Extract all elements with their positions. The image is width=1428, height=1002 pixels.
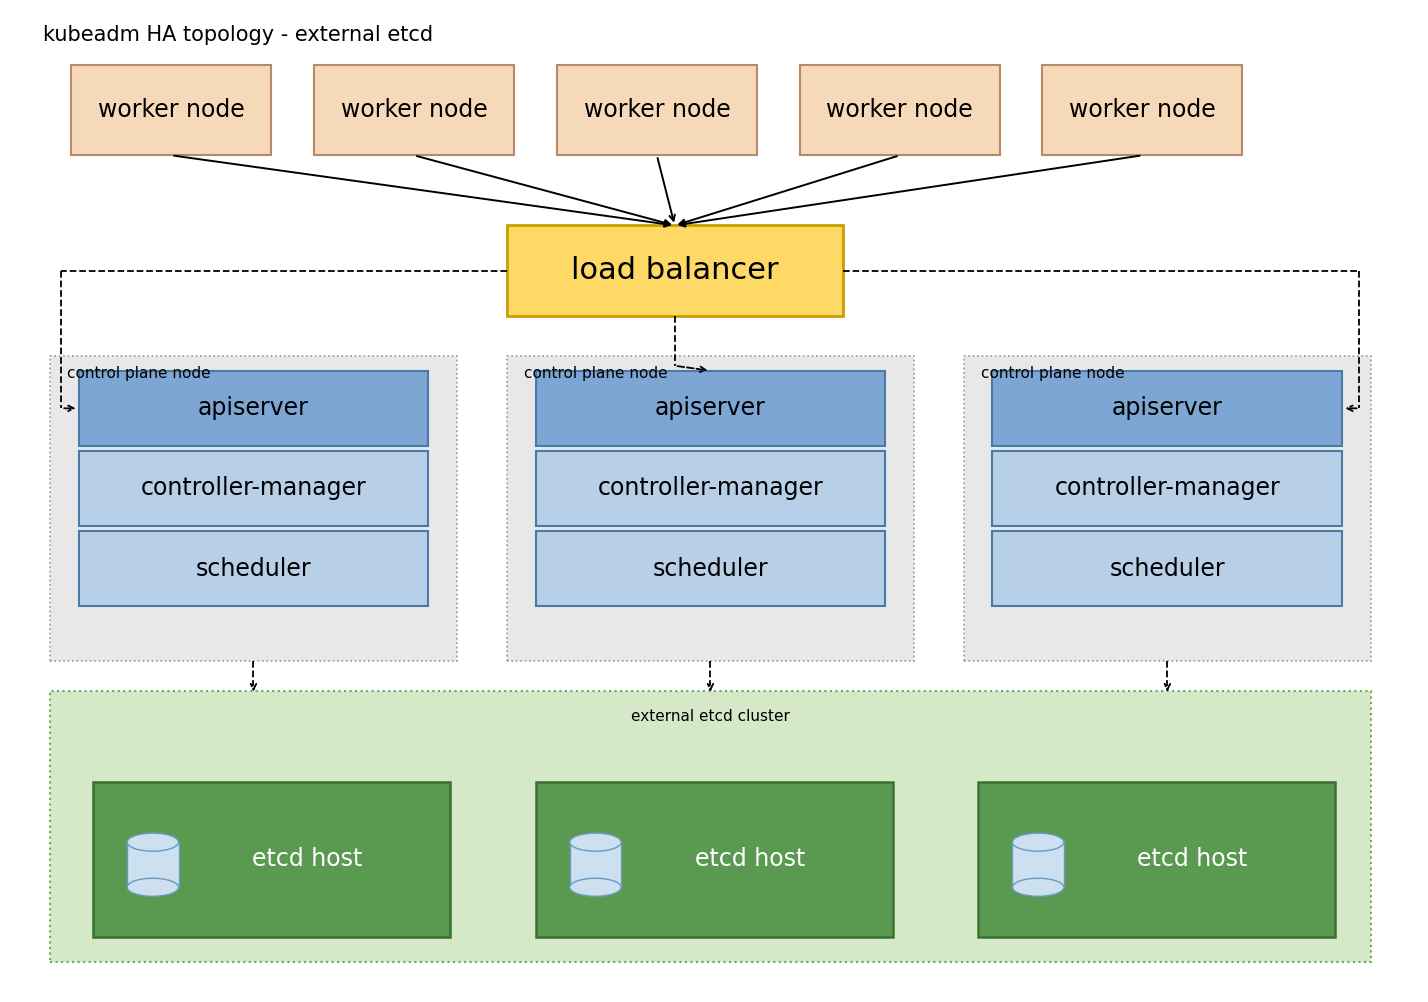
- Text: etcd host: etcd host: [251, 848, 363, 871]
- Text: worker node: worker node: [827, 98, 972, 122]
- FancyBboxPatch shape: [50, 356, 457, 661]
- Text: apiserver: apiserver: [198, 397, 308, 420]
- FancyBboxPatch shape: [992, 371, 1342, 446]
- Text: external etcd cluster: external etcd cluster: [631, 709, 790, 724]
- FancyBboxPatch shape: [314, 65, 514, 155]
- FancyBboxPatch shape: [992, 531, 1342, 606]
- Ellipse shape: [1012, 878, 1064, 896]
- Text: worker node: worker node: [99, 98, 244, 122]
- Text: worker node: worker node: [341, 98, 487, 122]
- FancyBboxPatch shape: [992, 451, 1342, 526]
- FancyBboxPatch shape: [79, 531, 428, 606]
- Text: scheduler: scheduler: [196, 557, 311, 580]
- Ellipse shape: [570, 834, 621, 852]
- Text: control plane node: control plane node: [981, 366, 1125, 381]
- Polygon shape: [570, 842, 621, 888]
- Text: etcd host: etcd host: [1137, 848, 1248, 871]
- FancyBboxPatch shape: [1042, 65, 1242, 155]
- Text: apiserver: apiserver: [1112, 397, 1222, 420]
- FancyBboxPatch shape: [536, 531, 885, 606]
- FancyBboxPatch shape: [71, 65, 271, 155]
- FancyBboxPatch shape: [536, 451, 885, 526]
- Ellipse shape: [127, 878, 178, 896]
- FancyBboxPatch shape: [79, 371, 428, 446]
- FancyBboxPatch shape: [978, 782, 1335, 937]
- FancyBboxPatch shape: [93, 782, 450, 937]
- Text: scheduler: scheduler: [653, 557, 768, 580]
- Text: controller-manager: controller-manager: [1054, 477, 1281, 500]
- Text: apiserver: apiserver: [655, 397, 765, 420]
- Polygon shape: [127, 842, 178, 888]
- Text: worker node: worker node: [584, 98, 730, 122]
- FancyBboxPatch shape: [507, 356, 914, 661]
- Text: scheduler: scheduler: [1110, 557, 1225, 580]
- Text: kubeadm HA topology - external etcd: kubeadm HA topology - external etcd: [43, 25, 433, 45]
- Text: control plane node: control plane node: [67, 366, 211, 381]
- Text: control plane node: control plane node: [524, 366, 668, 381]
- Text: etcd host: etcd host: [694, 848, 805, 871]
- Polygon shape: [1012, 842, 1064, 888]
- Text: controller-manager: controller-manager: [140, 477, 367, 500]
- FancyBboxPatch shape: [964, 356, 1371, 661]
- FancyBboxPatch shape: [79, 451, 428, 526]
- FancyBboxPatch shape: [800, 65, 1000, 155]
- Text: controller-manager: controller-manager: [597, 477, 824, 500]
- Ellipse shape: [127, 834, 178, 852]
- Ellipse shape: [1012, 834, 1064, 852]
- Text: worker node: worker node: [1070, 98, 1215, 122]
- Ellipse shape: [570, 878, 621, 896]
- FancyBboxPatch shape: [536, 782, 892, 937]
- FancyBboxPatch shape: [50, 691, 1371, 962]
- Text: load balancer: load balancer: [571, 257, 778, 285]
- FancyBboxPatch shape: [507, 225, 843, 316]
- FancyBboxPatch shape: [557, 65, 757, 155]
- FancyBboxPatch shape: [536, 371, 885, 446]
